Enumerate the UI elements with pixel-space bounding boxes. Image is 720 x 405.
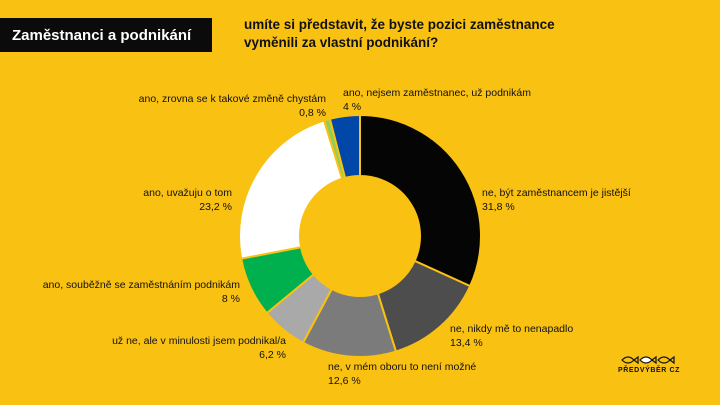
slice-label-4: ano, souběžně se zaměstnáním podnikám 8 …: [43, 278, 240, 306]
donut-slice-0: [359, 113, 482, 288]
slice-label-4-value: 8 %: [221, 293, 240, 305]
slice-label-2: ne, v mém oboru to není možné 12,6 %: [328, 360, 476, 388]
survey-question-line2: vyměnili za vlastní podnikání?: [244, 35, 439, 50]
slice-label-2-name: ne, v mém oboru to není možné: [328, 361, 477, 373]
slice-label-7: ano, nejsem zaměstnanec, už podnikám 4 %: [343, 86, 531, 114]
logo-text: PŘEDVÝBĚR CZ: [617, 367, 681, 374]
slice-label-1-value: 13,4 %: [450, 337, 483, 349]
brand-logo: PŘEDVÝBĚR CZ: [616, 354, 682, 374]
donut-slice-5: [238, 119, 344, 260]
slice-label-3-name: už ne, ale v minulosti jsem podnikal/a: [112, 335, 286, 347]
slice-label-1-name: ne, nikdy mě to nenapadlo: [450, 323, 574, 335]
slice-label-5: ano, uvažuju o tom 23,2 %: [143, 186, 232, 214]
page-title-text: Zaměstnanci a podnikání: [12, 26, 192, 44]
slice-label-6: ano, zrovna se k takové změně chystám 0,…: [139, 92, 326, 120]
slice-label-4-name: ano, souběžně se zaměstnáním podnikám: [42, 279, 240, 291]
slice-label-3-value: 6,2 %: [259, 349, 286, 361]
slice-label-2-value: 12,6 %: [328, 375, 361, 387]
slice-label-6-value: 0,8 %: [299, 107, 326, 119]
slice-label-5-name: ano, uvažuju o tom: [143, 187, 232, 199]
survey-question: umíte si představit, že byste pozici zam…: [244, 16, 555, 52]
slice-label-6-name: ano, zrovna se k takové změně chystám: [138, 93, 326, 105]
slice-label-7-value: 4 %: [343, 101, 362, 113]
logo-fish-icon: [621, 355, 675, 365]
slice-label-0-name: ne, být zaměstnancem je jistější: [482, 187, 631, 199]
page-title: Zaměstnanci a podnikání: [0, 18, 212, 52]
slice-label-1: ne, nikdy mě to nenapadlo 13,4 %: [450, 322, 573, 350]
slice-label-0: ne, být zaměstnancem je jistější 31,8 %: [482, 186, 631, 214]
donut-slice-7: [328, 113, 361, 180]
slice-label-7-name: ano, nejsem zaměstnanec, už podnikám: [343, 87, 531, 99]
slice-label-3: už ne, ale v minulosti jsem podnikal/a 6…: [112, 334, 286, 362]
slice-label-0-value: 31,8 %: [482, 201, 515, 213]
survey-question-line1: umíte si představit, že byste pozici zam…: [244, 17, 555, 32]
slice-label-5-value: 23,2 %: [199, 201, 232, 213]
